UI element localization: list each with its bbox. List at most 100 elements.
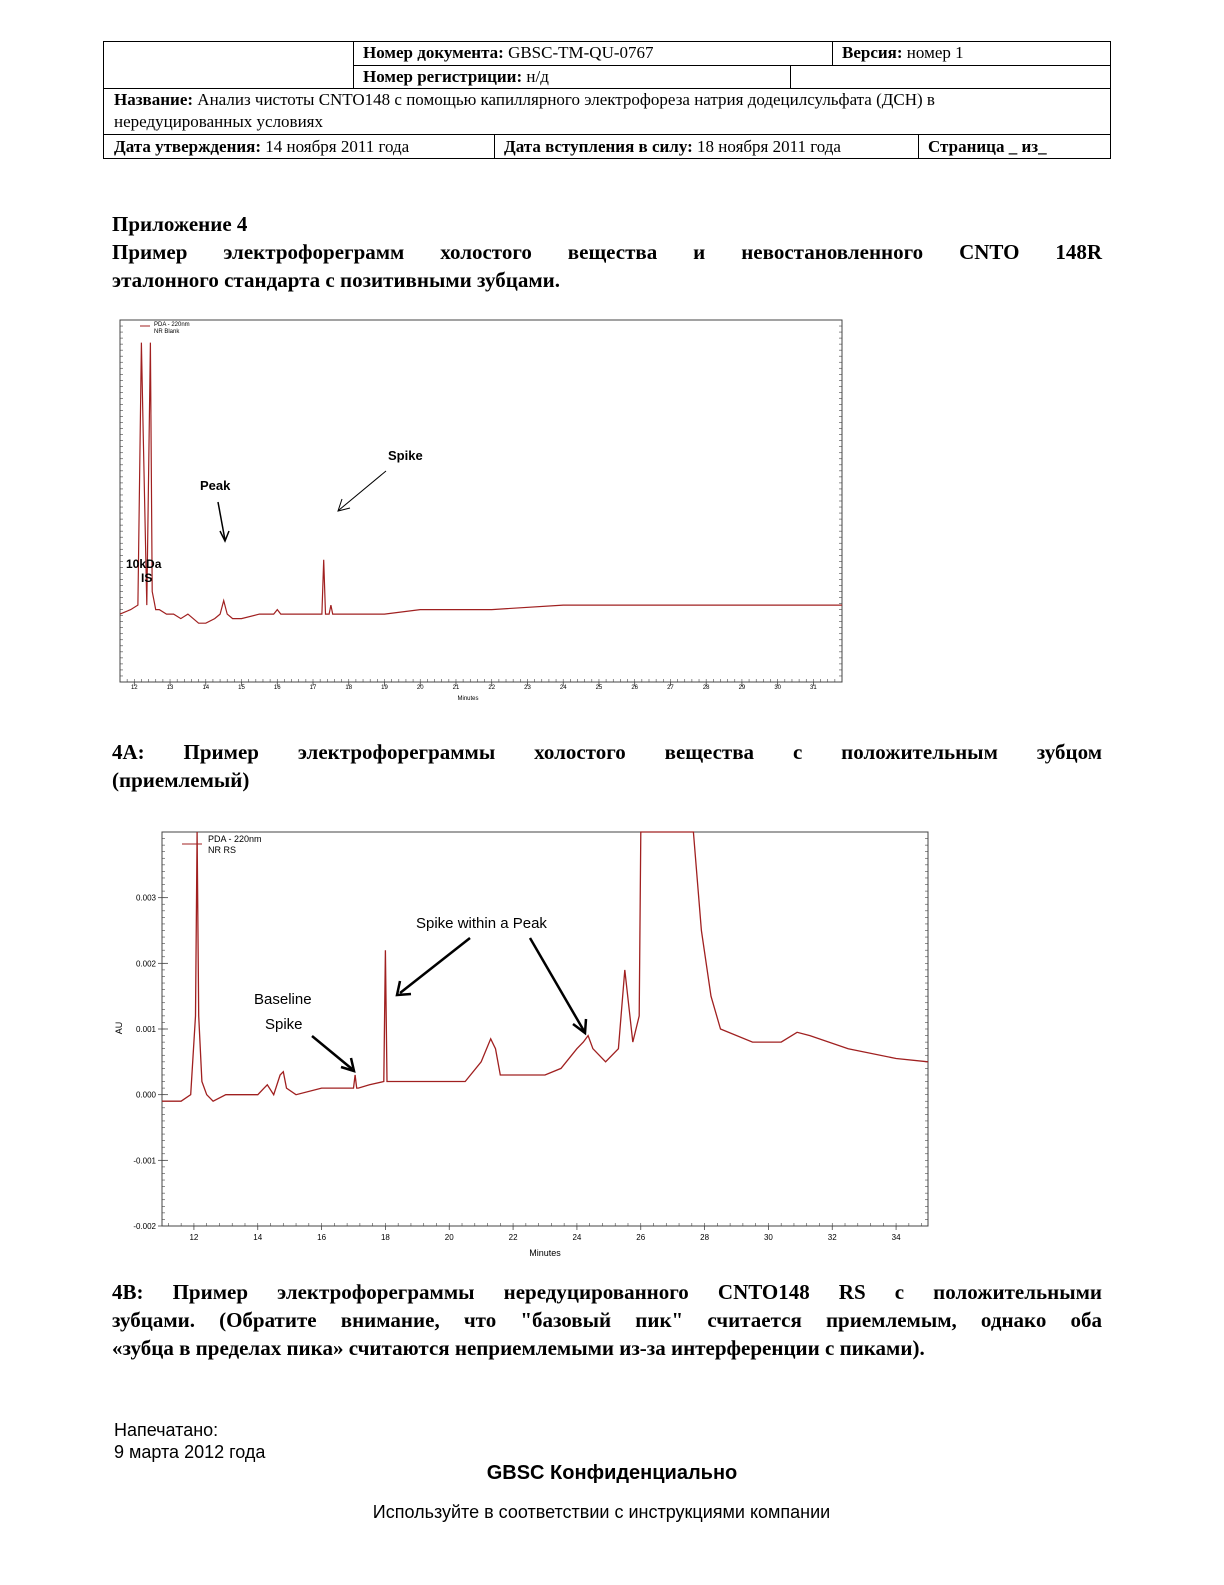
x-tick-label: 31 (810, 685, 817, 691)
annotation-baseline-spike: Spike (265, 1016, 303, 1033)
caption-4b-line3: «зубца в пределах пика» считаются неприе… (112, 1336, 925, 1360)
doc-title-value-line2: нередуцированных условиях (114, 112, 323, 131)
spike-within-peak-arrow-1-head (395, 980, 412, 997)
registration-value: н/д (526, 67, 549, 86)
y-axis-label: AU (114, 1022, 124, 1035)
annotation-baseline: Baseline (254, 991, 312, 1008)
appendix-title: Приложение 4 (112, 212, 248, 236)
chart-4a: 12 13 14 15 16 17 18 19 20 21 22 23 24 25 26 27 28 29 30 31… (112, 315, 852, 705)
x-tick-label: 24 (572, 1233, 581, 1242)
effective-date: Дата вступления в силу: 18 ноября 2011 г… (494, 136, 841, 158)
x-tick-label: 12 (131, 685, 138, 691)
x-tick-label: 34 (892, 1233, 901, 1242)
peak-arrow-head (219, 530, 230, 543)
x-tick-label: 12 (189, 1233, 198, 1242)
doc-number-label: Номер документа: (363, 43, 504, 62)
peak-arrow (217, 501, 226, 541)
x-tick-label: 15 (238, 685, 245, 691)
effective-label: Дата вступления в силу: (504, 137, 693, 156)
y-tick-label: 0.003 (136, 894, 157, 903)
chart-4b-svg: 12 14 16 18 20 22 24 26 28 30 32 34 -0.002 -0.001 0.00… (114, 831, 929, 1258)
x-tick-label: 20 (417, 685, 424, 691)
chart-4b: 12 14 16 18 20 22 24 26 28 30 32 34 -0.002 -0.001 0.00… (110, 828, 940, 1264)
x-tick-label: 22 (509, 1233, 518, 1242)
caption-4a-line1: 4A: Пример электрофореграммы холостого в… (112, 740, 1102, 764)
doc-title-value-line1: Анализ чистоты CNTO148 с помощью капилля… (197, 90, 935, 109)
annotation-spike-within-peak: Spike within a Peak (416, 915, 547, 932)
x-tick-label: 29 (739, 685, 746, 691)
caption-4b-line2: зубцами. (Обратите внимание, что "базовы… (112, 1308, 1102, 1332)
baseline-spike-arrow-head (340, 1057, 356, 1073)
x-tick-label: 16 (274, 685, 281, 691)
chart-4a-svg: 12 13 14 15 16 17 18 19 20 21 22 23 24 25 26 27 28 29 30 31… (119, 319, 843, 702)
page-number: Страница _ из_ (928, 137, 1047, 156)
legend-line2: NR Blank (154, 329, 180, 335)
x-tick-label: 28 (700, 1233, 709, 1242)
legend-line1: PDA - 220nm (154, 322, 190, 328)
y-tick-label: 0.001 (136, 1025, 157, 1034)
annotation-peak: Peak (200, 478, 231, 493)
x-tick-label: 19 (381, 685, 388, 691)
approval-label: Дата утверждения: (114, 137, 262, 156)
series-line (119, 342, 842, 624)
legend-line1: PDA - 220nm (208, 834, 262, 844)
appendix-subtitle-line2: эталонного стандарта с позитивными зубца… (112, 268, 561, 292)
doc-number-value: GBSC-TM-QU-0767 (508, 43, 654, 62)
registration-label: Номер регистриции: (363, 67, 523, 86)
caption-4b: 4B: Пример электрофореграммы нередуциров… (112, 1278, 1102, 1362)
annotation-is: IS (141, 571, 152, 585)
x-tick-label: 27 (667, 685, 674, 691)
x-tick-label: 30 (764, 1233, 773, 1242)
x-tick-label: 20 (445, 1233, 454, 1242)
spike-arrow-head (337, 498, 351, 512)
x-axis-label: Minutes (529, 1248, 561, 1258)
x-tick-label: 21 (453, 685, 460, 691)
usage-note: Используйте в соответствии с инструкциям… (372, 1502, 831, 1522)
header-divider (790, 66, 791, 89)
x-tick-label: 18 (381, 1233, 390, 1242)
x-tick-label: 30 (774, 685, 781, 691)
header-divider (104, 134, 1110, 135)
caption-4b-line1: 4B: Пример электрофореграммы нередуциров… (112, 1280, 1102, 1304)
x-tick-label: 25 (596, 685, 603, 691)
y-tick-label: -0.002 (133, 1222, 156, 1231)
y-tick-label: 0.002 (136, 959, 157, 968)
doc-title-label: Название: (114, 90, 194, 109)
x-tick-label: 24 (560, 685, 567, 691)
x-tick-label: 17 (310, 685, 317, 691)
document-header-table: Номер документа: GBSC-TM-QU-0767 Версия:… (103, 41, 1111, 159)
caption-4a-line2: (приемлемый) (112, 768, 250, 792)
x-tick-label: 18 (345, 685, 352, 691)
printed-label: Напечатано: (114, 1420, 219, 1440)
x-tick-label: 32 (828, 1233, 837, 1242)
annotation-10kda: 10kDa (126, 557, 162, 571)
effective-value: 18 ноября 2011 года (697, 137, 841, 156)
spike-within-peak-arrow-2 (528, 937, 586, 1032)
legend-line2: NR RS (208, 845, 236, 855)
spike-arrow (338, 470, 387, 511)
confidential-label: GBSC Конфиденциально (486, 1462, 738, 1484)
x-tick-label: 28 (703, 685, 710, 691)
approval-date: Дата утверждения: 14 ноября 2011 года (104, 136, 409, 158)
plot-frame (161, 831, 929, 1227)
appendix-heading: Приложение 4 Пример электрофореграмм хол… (112, 210, 1102, 294)
header-divider (832, 42, 833, 66)
printed-date: 9 марта 2012 года (114, 1442, 266, 1462)
doc-number: Номер документа: GBSC-TM-QU-0767 (353, 42, 654, 64)
registration: Номер регистриции: н/д (353, 66, 549, 88)
doc-title: Название: Анализ чистоты CNTO148 с помощ… (104, 89, 935, 133)
x-tick-label: 23 (524, 685, 531, 691)
x-tick-label: 13 (167, 685, 174, 691)
header-divider (353, 65, 1110, 66)
annotation-spike: Spike (388, 448, 423, 463)
spike-within-peak-arrow-2-head (572, 1018, 588, 1036)
appendix-subtitle-line1: Пример электрофореграмм холостого вещест… (112, 240, 1102, 264)
x-tick-label: 16 (317, 1233, 326, 1242)
baseline-spike-arrow (311, 1035, 353, 1070)
printed-info: Напечатано: 9 марта 2012 года (114, 1419, 265, 1463)
x-tick-label: 26 (636, 1233, 645, 1242)
x-tick-label: 22 (488, 685, 495, 691)
y-tick-label: -0.001 (133, 1156, 156, 1165)
plot-frame (119, 319, 843, 683)
series-line (162, 831, 929, 1102)
